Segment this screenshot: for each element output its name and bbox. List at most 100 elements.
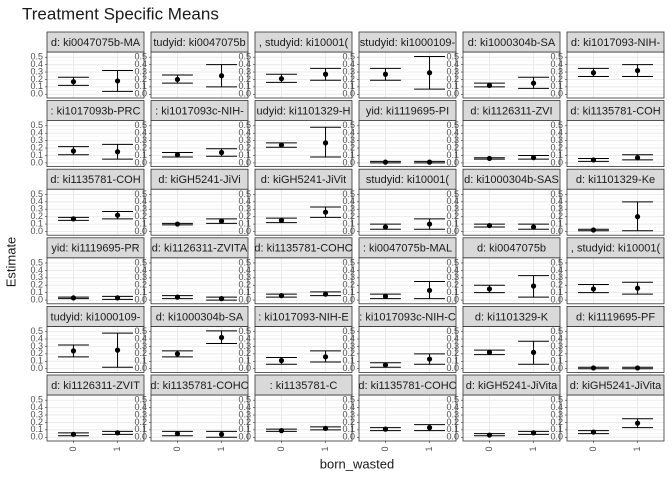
y-tick-label: 0.0 — [342, 226, 355, 236]
y-tick-label: 0.3 — [446, 409, 459, 419]
y-tick-label: 0.4 — [446, 265, 459, 275]
point — [278, 357, 285, 364]
y-tick-label: 0.5 — [550, 257, 563, 267]
panel-background — [47, 189, 144, 236]
point — [426, 356, 433, 362]
y-tick-label: 0.1 — [342, 218, 355, 228]
strip — [150, 237, 249, 259]
y-tick-label: 0.4 — [238, 196, 251, 206]
y-tick-label: 0.3 — [446, 341, 459, 351]
y-tick-label: 0.5 — [134, 52, 147, 62]
y-tick-label: 0.4 — [134, 402, 147, 412]
point — [278, 76, 285, 82]
y-tick-label: 0.1 — [342, 356, 355, 366]
strip — [254, 305, 353, 327]
y-tick-label: 0.5 — [550, 189, 563, 199]
point — [590, 365, 597, 371]
y-tick-label: 0.3 — [30, 204, 43, 214]
y-tick-label: 0.5 — [134, 326, 147, 336]
y-axis-label: Estimate — [3, 237, 18, 288]
y-tick-label: 0.0 — [446, 294, 459, 304]
y-tick-label: 0.5 — [342, 189, 355, 199]
y-tick-label: 0.2 — [342, 211, 355, 221]
y-tick-label: 0.0 — [550, 89, 563, 99]
point — [382, 293, 389, 299]
point — [70, 216, 77, 222]
y-tick-label: 0.3 — [550, 204, 563, 214]
strip-label: d: kiGH5241-JiVita — [570, 380, 662, 392]
y-tick-label: 0.5 — [238, 52, 251, 62]
y-tick-label: 0.1 — [550, 218, 563, 228]
y-tick-label: 0.5 — [30, 395, 43, 405]
strip-label: yid: ki1119695-PR — [51, 243, 139, 255]
y-tick-label: 0.5 — [342, 120, 355, 130]
point — [426, 287, 433, 294]
y-tick-label: 0.4 — [238, 265, 251, 275]
y-tick-label: 0.5 — [342, 52, 355, 62]
strip — [150, 374, 249, 396]
y-tick-label: 0.1 — [30, 424, 43, 434]
y-tick-label: 0.5 — [446, 257, 459, 267]
y-tick-label: 0.5 — [342, 326, 355, 336]
panel-background — [463, 120, 560, 167]
panel-background — [359, 120, 456, 167]
y-tick-label: 0.0 — [30, 157, 43, 167]
y-tick-label: 0.4 — [238, 59, 251, 69]
x-tick-label: 0 — [276, 446, 286, 451]
strip-label: d: ki1135781-COHC — [150, 380, 248, 392]
x-tick-label: 1 — [112, 446, 122, 451]
y-tick-label: 0.3 — [446, 272, 459, 282]
y-tick-label: 0.2 — [550, 348, 563, 358]
point — [530, 349, 537, 355]
y-tick-label: 0.1 — [238, 150, 251, 160]
y-tick-label: 0.1 — [342, 287, 355, 297]
y-tick-label: 0.4 — [134, 265, 147, 275]
y-tick-label: 0.5 — [446, 395, 459, 405]
y-tick-label: 0.3 — [238, 272, 251, 282]
point — [486, 82, 493, 88]
strip-label: d: ki1101329-K — [475, 311, 549, 323]
y-tick-label: 0.5 — [238, 189, 251, 199]
y-tick-label: 0.4 — [30, 196, 43, 206]
panel-background — [359, 257, 456, 304]
strip-label: tudyid: ki1000109- — [51, 311, 141, 323]
strip — [254, 31, 353, 53]
y-tick-label: 0.3 — [30, 66, 43, 76]
point — [382, 224, 389, 230]
point — [114, 149, 121, 155]
y-tick-label: 0.2 — [134, 142, 147, 152]
strip — [254, 237, 353, 259]
y-tick-label: 0.0 — [30, 294, 43, 304]
strip-label: d: kiGH5241-JiVi — [158, 174, 240, 186]
y-tick-label: 0.5 — [30, 120, 43, 130]
y-tick-label: 0.4 — [342, 59, 355, 69]
y-tick-label: 0.3 — [238, 204, 251, 214]
strip-label: d: ki1126311-ZVIT — [51, 380, 140, 392]
strip — [358, 168, 457, 190]
strip — [46, 100, 145, 121]
y-tick-label: 0.1 — [30, 356, 43, 366]
y-tick-label: 0.1 — [238, 81, 251, 91]
point — [322, 209, 329, 215]
point — [486, 222, 493, 229]
strip-label: udyid: ki1101329-H — [257, 106, 351, 118]
strip — [358, 374, 457, 396]
y-tick-label: 0.2 — [238, 348, 251, 358]
y-tick-label: 0.1 — [446, 150, 459, 160]
y-tick-label: 0.5 — [446, 326, 459, 336]
y-tick-label: 0.4 — [134, 59, 147, 69]
point — [634, 420, 641, 426]
y-tick-label: 0.1 — [238, 218, 251, 228]
y-tick-label: 0.3 — [342, 341, 355, 351]
strip — [150, 31, 249, 53]
point — [278, 217, 285, 223]
y-tick-label: 0.2 — [446, 417, 459, 427]
point — [486, 432, 493, 438]
y-tick-label: 0.2 — [550, 280, 563, 290]
strip-label: d: ki1135781-COH — [50, 174, 140, 186]
x-tick-label: 0 — [172, 446, 182, 451]
point — [382, 159, 389, 165]
y-tick-label: 0.5 — [342, 395, 355, 405]
y-tick-label: 0.2 — [446, 142, 459, 152]
